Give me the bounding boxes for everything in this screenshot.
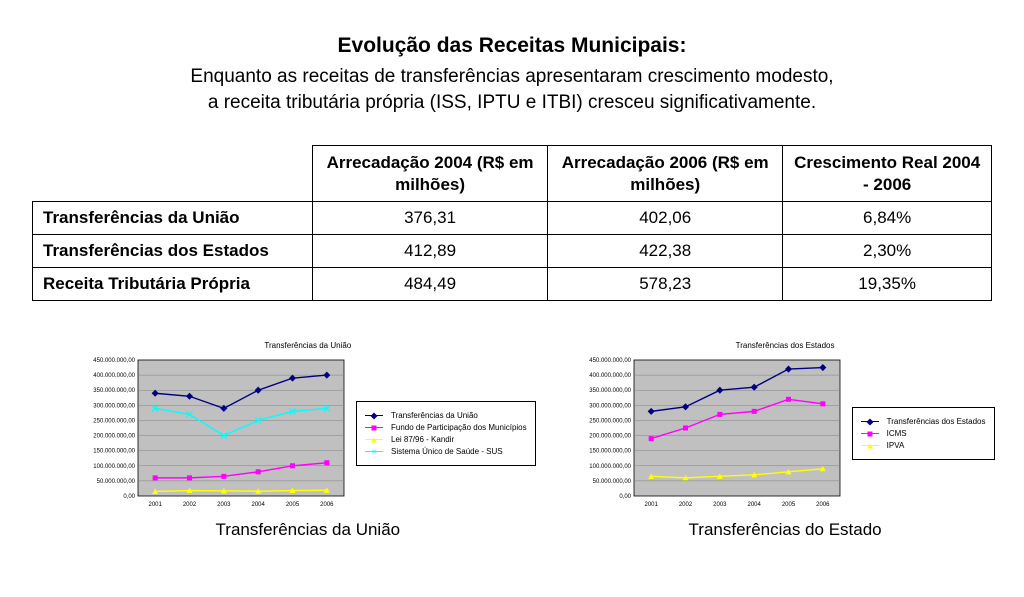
cell: 6,84% <box>783 201 992 234</box>
svg-text:2003: 2003 <box>713 502 727 508</box>
legend-item: Transferências da União <box>365 411 527 420</box>
svg-text:2001: 2001 <box>644 502 658 508</box>
legend-item: Lei 87/96 - Kandir <box>365 435 527 444</box>
svg-text:400.000.000,00: 400.000.000,00 <box>93 373 135 379</box>
svg-text:2005: 2005 <box>286 502 300 508</box>
svg-text:2004: 2004 <box>747 502 761 508</box>
cell: 422,38 <box>548 234 783 267</box>
chart-uniao-legend: Transferências da União Fundo de Particip… <box>356 401 536 466</box>
svg-text:2006: 2006 <box>320 502 334 508</box>
cell: 2,30% <box>783 234 992 267</box>
cell: 402,06 <box>548 201 783 234</box>
legend-label: IPVA <box>887 441 905 450</box>
legend-label: ICMS <box>887 429 907 438</box>
charts-row: Transferências da União 0,00 50.000.000,0… <box>20 341 1004 540</box>
col-header-2: Arrecadação 2006 (R$ em milhões) <box>548 146 783 202</box>
svg-text:300.000.000,00: 300.000.000,00 <box>93 403 135 409</box>
col-header-3: Crescimento Real 2004 - 2006 <box>783 146 992 202</box>
subtitle-line-2: a receita tributária própria (ISS, IPTU … <box>208 92 816 113</box>
svg-text:2003: 2003 <box>217 502 231 508</box>
cell: 19,35% <box>783 267 992 300</box>
svg-text:300.000.000,00: 300.000.000,00 <box>589 403 631 409</box>
subtitle-line-1: Enquanto as receitas de transferências a… <box>190 66 833 87</box>
legend-label: Lei 87/96 - Kandir <box>391 435 454 444</box>
row-label: Transferências dos Estados <box>33 234 313 267</box>
chart-estado-wrap: Transferências dos Estados 0,00 50.000.00… <box>576 341 995 540</box>
svg-text:150.000.000,00: 150.000.000,00 <box>93 449 135 455</box>
page-subtitle: Enquanto as receitas de transferências a… <box>20 64 1004 115</box>
table-row: Receita Tributária Própria 484,49 578,23… <box>33 267 992 300</box>
svg-text:50.000.000,00: 50.000.000,00 <box>97 479 136 485</box>
svg-text:250.000.000,00: 250.000.000,00 <box>93 418 135 424</box>
legend-item: ×Sistema Único de Saúde - SUS <box>365 447 527 456</box>
cell: 376,31 <box>313 201 548 234</box>
svg-text:450.000.000,00: 450.000.000,00 <box>589 358 631 364</box>
row-label: Receita Tributária Própria <box>33 267 313 300</box>
svg-text:0,00: 0,00 <box>123 494 135 500</box>
svg-text:200.000.000,00: 200.000.000,00 <box>589 433 631 439</box>
svg-text:2004: 2004 <box>251 502 265 508</box>
cell: 412,89 <box>313 234 548 267</box>
chart-uniao-small-title: Transferências da União <box>264 341 351 350</box>
svg-text:100.000.000,00: 100.000.000,00 <box>93 464 135 470</box>
table-corner-blank <box>33 146 313 202</box>
page-title: Evolução das Receitas Municipais: <box>20 34 1004 58</box>
svg-text:400.000.000,00: 400.000.000,00 <box>589 373 631 379</box>
svg-text:350.000.000,00: 350.000.000,00 <box>589 388 631 394</box>
legend-label: Transferências dos Estados <box>887 417 986 426</box>
legend-item: IPVA <box>861 441 986 450</box>
svg-text:2002: 2002 <box>678 502 692 508</box>
cell: 578,23 <box>548 267 783 300</box>
chart-uniao-wrap: Transferências da União 0,00 50.000.000,0… <box>80 341 536 540</box>
svg-text:100.000.000,00: 100.000.000,00 <box>589 464 631 470</box>
svg-text:200.000.000,00: 200.000.000,00 <box>93 433 135 439</box>
svg-text:150.000.000,00: 150.000.000,00 <box>589 449 631 455</box>
svg-text:450.000.000,00: 450.000.000,00 <box>93 358 135 364</box>
svg-text:2001: 2001 <box>148 502 162 508</box>
chart-estado-legend: Transferências dos Estados ICMS IPVA <box>852 407 995 460</box>
col-header-1: Arrecadação 2004 (R$ em milhões) <box>313 146 548 202</box>
cell: 484,49 <box>313 267 548 300</box>
legend-label: Fundo de Participação dos Municípios <box>391 423 527 432</box>
svg-text:2006: 2006 <box>816 502 830 508</box>
chart-uniao-plot: 0,00 50.000.000,00 100.000.000,00 150.000.0… <box>80 354 350 514</box>
svg-text:350.000.000,00: 350.000.000,00 <box>93 388 135 394</box>
chart-estado-caption: Transferências do Estado <box>689 520 882 540</box>
legend-item: Fundo de Participação dos Municípios <box>365 423 527 432</box>
svg-text:50.000.000,00: 50.000.000,00 <box>592 479 631 485</box>
svg-text:0,00: 0,00 <box>619 494 631 500</box>
table-row: Transferências dos Estados 412,89 422,38… <box>33 234 992 267</box>
legend-item: Transferências dos Estados <box>861 417 986 426</box>
chart-estado-plot: 0,00 50.000.000,00 100.000.000,00 150.000.0… <box>576 354 846 514</box>
table-row: Transferências da União 376,31 402,06 6,… <box>33 201 992 234</box>
chart-estado-small-title: Transferências dos Estados <box>736 341 835 350</box>
legend-label: Sistema Único de Saúde - SUS <box>391 447 503 456</box>
row-label: Transferências da União <box>33 201 313 234</box>
svg-text:2005: 2005 <box>781 502 795 508</box>
revenue-table: Arrecadação 2004 (R$ em milhões) Arrecad… <box>32 145 992 301</box>
legend-item: ICMS <box>861 429 986 438</box>
legend-label: Transferências da União <box>391 411 478 420</box>
svg-text:2002: 2002 <box>183 502 197 508</box>
chart-uniao-caption: Transferências da União <box>216 520 401 540</box>
svg-text:250.000.000,00: 250.000.000,00 <box>589 418 631 424</box>
